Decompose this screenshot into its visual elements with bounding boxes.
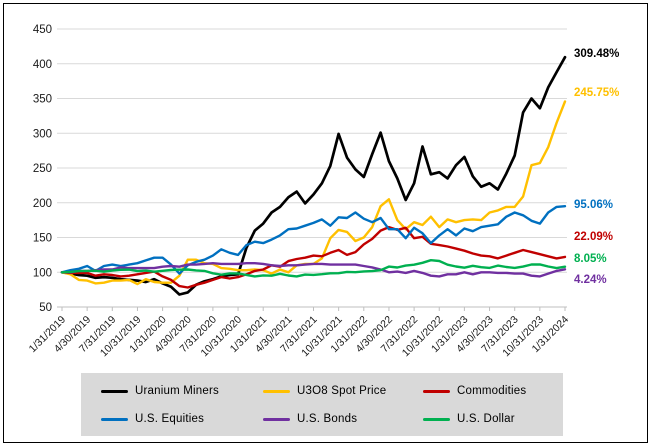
legend-label: U.S. Dollar xyxy=(457,413,515,425)
series-line-commodities xyxy=(60,225,567,289)
legend-swatch-us-bonds xyxy=(263,417,290,421)
legend-item-u3o8-spot-price: U3O8 Spot Price xyxy=(263,383,423,399)
y-tick-label: 250 xyxy=(33,163,52,175)
series-line-u-s-dollar xyxy=(60,259,567,278)
end-label-u3o8-spot-price: 245.75% xyxy=(574,87,619,99)
legend-label: U.S. Bonds xyxy=(297,413,358,425)
legend-label: U3O8 Spot Price xyxy=(297,385,387,397)
y-tick-label: 450 xyxy=(33,24,52,36)
end-label-uranium-miners: 309.48% xyxy=(574,48,619,60)
y-tick-label: 350 xyxy=(33,94,52,106)
y-tick-label: 400 xyxy=(33,59,52,71)
chart-legend: Uranium Miners U3O8 Spot Price Commoditi… xyxy=(81,373,563,436)
legend-label: Commodities xyxy=(457,385,527,397)
y-tick-label: 50 xyxy=(39,302,52,314)
end-label-commodities: 22.09% xyxy=(574,231,613,243)
y-tick-label: 300 xyxy=(33,128,52,140)
legend-swatch-us-dollar xyxy=(423,417,450,421)
series-line-u-s-equities xyxy=(60,204,567,275)
end-label-u-s-bonds: 4.24% xyxy=(574,274,607,286)
legend-swatch-uranium-miners xyxy=(101,389,128,393)
series-line-uranium-miners xyxy=(60,55,567,296)
y-tick-label: 100 xyxy=(33,267,52,279)
performance-line-chart: 501001502002503003504004501/31/20194/30/… xyxy=(27,24,620,359)
series-line-u-s-bonds xyxy=(60,262,567,278)
end-label-u-s-dollar: 8.05% xyxy=(574,253,607,265)
end-label-u-s-equities: 95.06% xyxy=(574,199,613,211)
legend-label: U.S. Equities xyxy=(135,413,205,425)
legend-item-uranium-miners: Uranium Miners xyxy=(101,383,263,399)
legend-item-us-bonds: U.S. Bonds xyxy=(263,411,423,427)
legend-swatch-u3o8-spot-price xyxy=(263,389,290,393)
legend-item-commodities: Commodities xyxy=(423,383,563,399)
legend-swatch-us-equities xyxy=(101,417,128,421)
legend-swatch-commodities xyxy=(423,389,450,393)
legend-label: Uranium Miners xyxy=(135,385,219,397)
legend-item-us-equities: U.S. Equities xyxy=(101,411,263,427)
y-tick-label: 200 xyxy=(33,198,52,210)
y-tick-label: 150 xyxy=(33,233,52,245)
legend-item-us-dollar: U.S. Dollar xyxy=(423,411,563,427)
